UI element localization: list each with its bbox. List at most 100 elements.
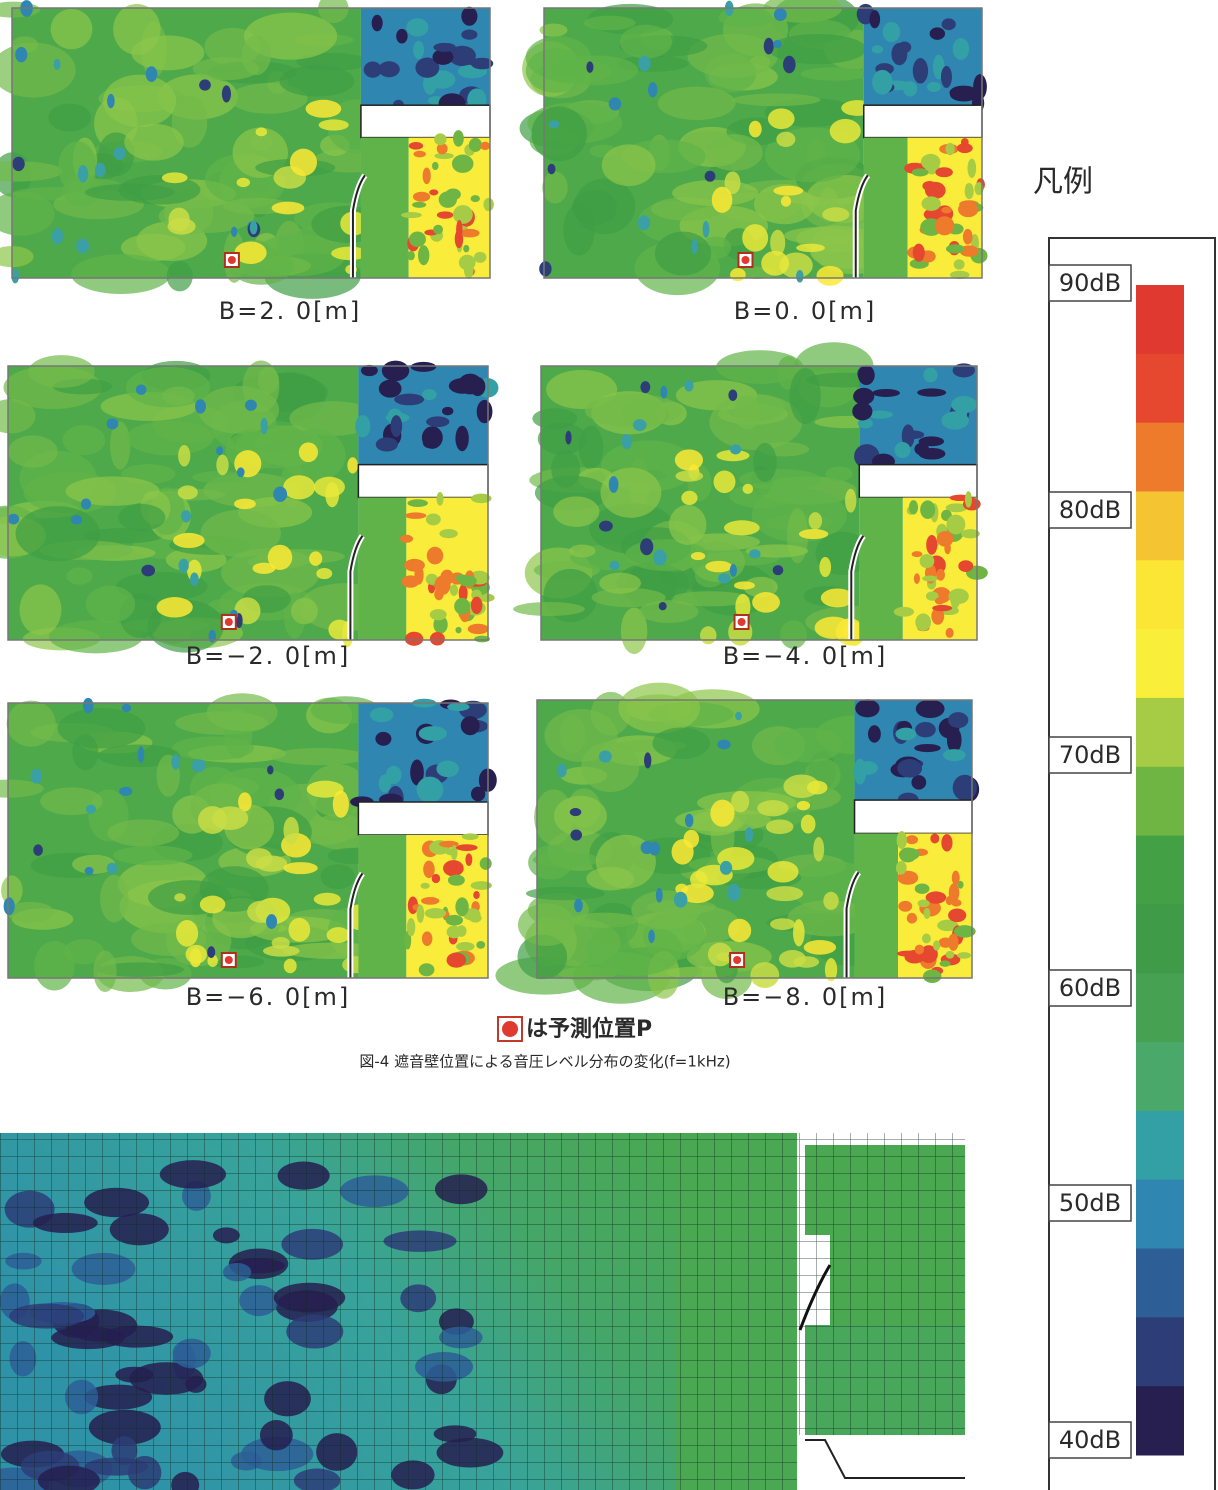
field-patch — [258, 367, 279, 394]
yellow-patch — [437, 211, 454, 218]
field-low — [190, 573, 199, 587]
inset-dark — [852, 402, 872, 420]
field-low — [641, 841, 654, 854]
field-low — [735, 712, 742, 721]
inset-dark — [872, 389, 900, 397]
field-hot — [314, 893, 341, 906]
legend-label: 80dB — [1059, 496, 1121, 524]
yellow-patch — [894, 607, 914, 617]
field-patch — [16, 506, 100, 561]
yellow-patch — [407, 499, 427, 507]
field-low — [78, 165, 88, 182]
field-low — [549, 120, 560, 128]
field-hot — [700, 626, 717, 644]
field-hot — [157, 597, 193, 618]
legend-band — [1136, 1111, 1184, 1180]
field-low — [718, 573, 731, 583]
field-low — [796, 270, 804, 282]
field-low — [622, 434, 632, 449]
field-hot — [309, 551, 322, 565]
yellow-patch — [952, 871, 960, 885]
inset-dark — [883, 22, 901, 42]
field-hot — [708, 943, 732, 967]
field-low — [267, 765, 274, 774]
yellow-patch — [421, 897, 439, 905]
yellow-patch — [404, 559, 425, 572]
inset-dark — [948, 712, 968, 728]
field-low — [565, 431, 571, 445]
yellow-patch — [925, 182, 946, 199]
yellow-patch — [464, 259, 474, 278]
field-low — [539, 261, 551, 276]
field-low — [76, 239, 89, 254]
field-low — [192, 759, 206, 772]
legend-band — [1136, 698, 1184, 767]
field-hot — [314, 477, 345, 498]
field-low — [216, 446, 223, 455]
page: {"figure": { "panels": [ {"label": "B=2.… — [0, 0, 1218, 1490]
inset-dark — [911, 775, 926, 790]
field-patch — [526, 887, 605, 901]
field-hot — [246, 848, 272, 868]
field-low — [609, 97, 621, 110]
field-patch — [48, 103, 91, 131]
yellow-patch — [967, 159, 976, 178]
field-hot — [316, 568, 332, 579]
field-low — [122, 704, 131, 712]
inset-dark — [973, 74, 987, 99]
field-patch — [51, 9, 93, 49]
field-low — [703, 221, 710, 238]
field-patch — [652, 727, 710, 758]
road — [859, 465, 977, 498]
field-patch — [313, 814, 365, 841]
field-hot — [288, 918, 310, 942]
field-patch — [526, 48, 586, 93]
field-hot — [728, 919, 751, 942]
inset-dark — [422, 426, 443, 449]
wall-zone — [855, 833, 898, 978]
field-low — [717, 740, 730, 750]
field-patch — [579, 426, 604, 470]
yellow-patch — [941, 834, 952, 852]
inset-dark — [915, 722, 936, 737]
field-hot — [178, 485, 198, 499]
yellow-patch — [460, 229, 480, 238]
yellow-patch — [915, 883, 930, 893]
field-hot — [268, 545, 292, 570]
yellow-patch — [937, 531, 954, 547]
inset-dark — [953, 38, 970, 60]
field-low — [633, 419, 647, 431]
yellow-patch — [476, 941, 485, 949]
field-patch — [320, 864, 355, 889]
yellow-patch — [469, 138, 482, 152]
yellow-patch — [932, 605, 952, 611]
field-hot — [799, 529, 828, 539]
field-patch — [8, 435, 58, 467]
inset-dark — [853, 388, 874, 405]
field-hot — [234, 499, 256, 510]
field-low — [54, 59, 61, 70]
yellow-patch — [920, 554, 935, 568]
inset-dark — [436, 761, 459, 778]
field-hot — [770, 918, 795, 930]
panel-label: B=−4. 0[m] — [723, 642, 888, 670]
field-low — [728, 389, 737, 400]
inset-dark — [455, 426, 468, 452]
field-hot — [816, 266, 843, 286]
yellow-patch — [437, 492, 444, 506]
field-low — [773, 40, 782, 48]
legend-label: 50dB — [1059, 1189, 1121, 1217]
field-low — [656, 888, 663, 903]
field-patch — [93, 950, 116, 992]
yellow-patch — [939, 937, 953, 947]
inset-dark — [868, 725, 881, 742]
field-patch — [58, 708, 146, 748]
yellow-patch — [471, 597, 483, 614]
field-hot — [845, 489, 856, 513]
field-low — [199, 79, 211, 90]
inset-dark — [930, 27, 945, 39]
yellow-patch — [957, 952, 971, 959]
field-low — [33, 844, 43, 855]
yellow-patch — [930, 834, 939, 844]
inset-dark — [375, 732, 391, 746]
